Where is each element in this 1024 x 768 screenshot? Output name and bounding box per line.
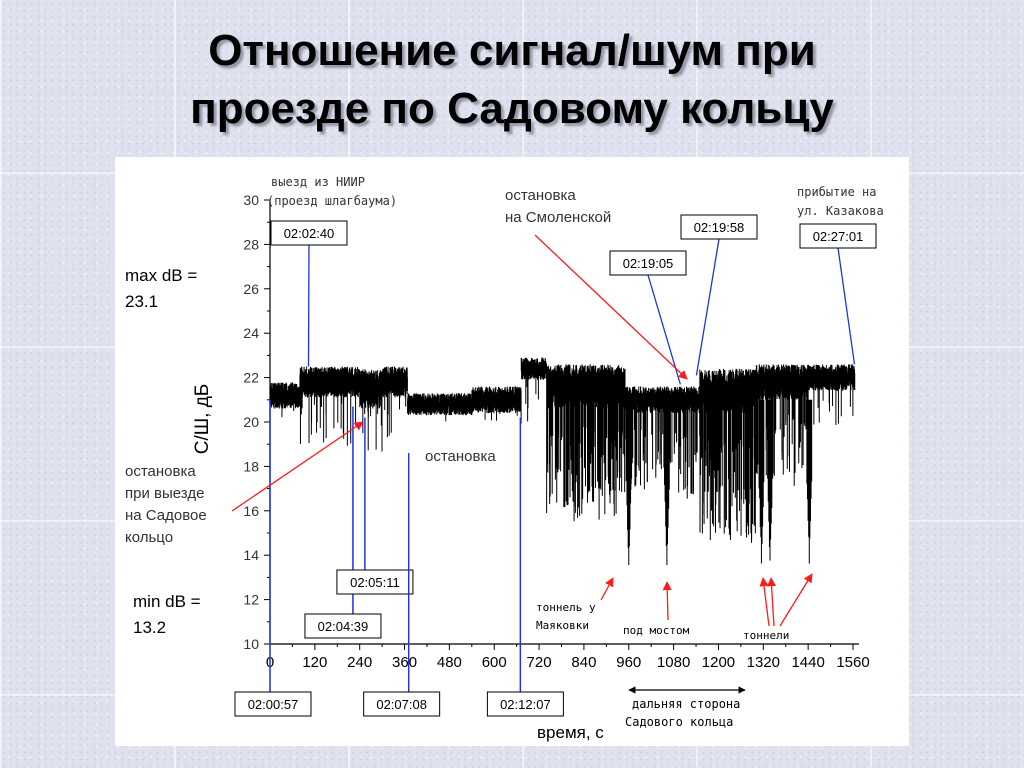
stop-exit-label-line-1: остановка	[125, 463, 196, 480]
time-marker-box	[304, 613, 382, 639]
time-marker-box	[363, 691, 441, 717]
stop-exit-label-line-3: на Садовое	[125, 507, 207, 524]
chart-panel: 1012141618202224262830012024036048060072…	[115, 157, 909, 746]
y-tick-label: 16	[243, 503, 259, 519]
y-tick-label: 14	[243, 547, 259, 563]
arrival-label-line-1: прибытие на	[797, 185, 876, 199]
y-tick-label: 22	[243, 370, 259, 386]
exit-label-line-2: (проезд шлагбаума)	[267, 194, 397, 208]
time-marker-line	[647, 274, 681, 385]
tunnels-arrow-1	[759, 577, 770, 627]
x-tick-label: 1440	[791, 654, 824, 671]
x-tick-label: 480	[437, 654, 462, 671]
x-tick-label: 1320	[747, 654, 780, 671]
time-marker-box	[799, 223, 877, 249]
time-marker-line	[307, 244, 310, 367]
time-marker-line	[695, 238, 720, 376]
time-marker-label: 02:04:39	[318, 619, 369, 634]
time-marker-label: 02:05:11	[350, 575, 400, 590]
x-tick-label: 960	[616, 654, 641, 671]
time-marker-label: 02:12:07	[500, 697, 551, 712]
stop-exit-arrow	[231, 421, 364, 512]
bridge-arrow	[662, 581, 672, 621]
time-marker-box	[234, 691, 312, 717]
time-marker-label: 02:00:57	[248, 697, 299, 712]
signal-trace	[269, 357, 856, 566]
y-tick-label: 18	[243, 458, 259, 474]
y-tick-label: 20	[243, 414, 259, 430]
time-marker-label: 02:07:08	[376, 697, 427, 712]
max-db-label-line-2: 23.1	[125, 292, 158, 311]
slide-title-line-1: Отношение сигнал/шум при	[208, 26, 816, 75]
tunnels-arrow-2	[766, 577, 777, 627]
y-tick-label: 10	[243, 636, 259, 652]
smolensk-label-line-2: на Смоленской	[505, 209, 611, 226]
time-marker-label: 02:02:40	[284, 226, 335, 241]
max-db-label-line-1: max dB =	[125, 266, 197, 285]
y-axis-title: С/Ш, дБ	[192, 384, 213, 455]
x-tick-label: 1200	[702, 654, 735, 671]
x-tick-label: 360	[392, 654, 417, 671]
tunnel-mayakovka-arrow	[600, 577, 614, 601]
smolensk-arrow	[534, 234, 688, 380]
bridge-label: под мостом	[623, 624, 690, 637]
snr-chart: 1012141618202224262830012024036048060072…	[125, 175, 884, 742]
exit-label-line-1: выезд из НИИР	[271, 175, 365, 189]
x-tick-label: 840	[571, 654, 596, 671]
stop-exit-label-line-2: при выезде	[125, 485, 204, 502]
axes: 1012141618202224262830012024036048060072…	[243, 192, 869, 671]
far-side-label-line-1: дальняя сторона	[632, 697, 740, 711]
time-marker-box	[609, 250, 687, 276]
far-side-label-line-2: Садового кольца	[625, 715, 733, 729]
y-tick-label: 30	[243, 192, 259, 208]
time-marker-label: 02:19:58	[694, 220, 745, 235]
tunnels-arrow-3	[779, 573, 813, 627]
x-tick-label: 1080	[657, 654, 690, 671]
arrival-label-line-2: ул. Казакова	[797, 204, 884, 218]
tunnel-label-line-1: тоннель у	[536, 601, 596, 614]
min-db-label-line-2: 13.2	[133, 618, 166, 637]
y-tick-label: 28	[243, 236, 259, 252]
time-marker-box	[270, 220, 348, 246]
annotation-arrows	[231, 234, 813, 627]
time-markers: 02:00:57 02:02:40 02:04:39 02:05:11 02:07:08…	[234, 214, 877, 717]
slide-title: Отношение сигнал/шум при проезде по Садо…	[0, 22, 1024, 138]
x-tick-label: 120	[302, 654, 327, 671]
time-marker-label: 02:27:01	[813, 229, 864, 244]
tunnels-label: тоннели	[743, 629, 789, 642]
smolensk-label-line-1: остановка	[505, 187, 576, 204]
y-tick-label: 26	[243, 281, 259, 297]
time-marker-box	[336, 569, 414, 595]
x-axis-title: время, с	[537, 723, 604, 742]
x-tick-label: 1560	[836, 654, 869, 671]
stop-mid-label: остановка	[425, 448, 496, 465]
time-marker-box	[486, 691, 564, 717]
stop-exit-label-line-4: кольцо	[125, 529, 173, 546]
x-tick-label: 720	[527, 654, 552, 671]
time-marker-label: 02:19:05	[623, 256, 674, 271]
signal-series-line	[269, 357, 856, 566]
tunnel-label-line-2: Маяковки	[536, 619, 589, 632]
time-marker-line	[837, 247, 856, 365]
time-marker-box	[680, 214, 758, 240]
y-tick-label: 24	[243, 325, 259, 341]
y-tick-label: 12	[243, 592, 259, 608]
x-tick-label: 240	[347, 654, 372, 671]
min-db-label-line-1: min dB =	[133, 592, 201, 611]
x-tick-label: 600	[482, 654, 507, 671]
slide-title-line-2: проезде по Садовому кольцу	[190, 84, 834, 133]
